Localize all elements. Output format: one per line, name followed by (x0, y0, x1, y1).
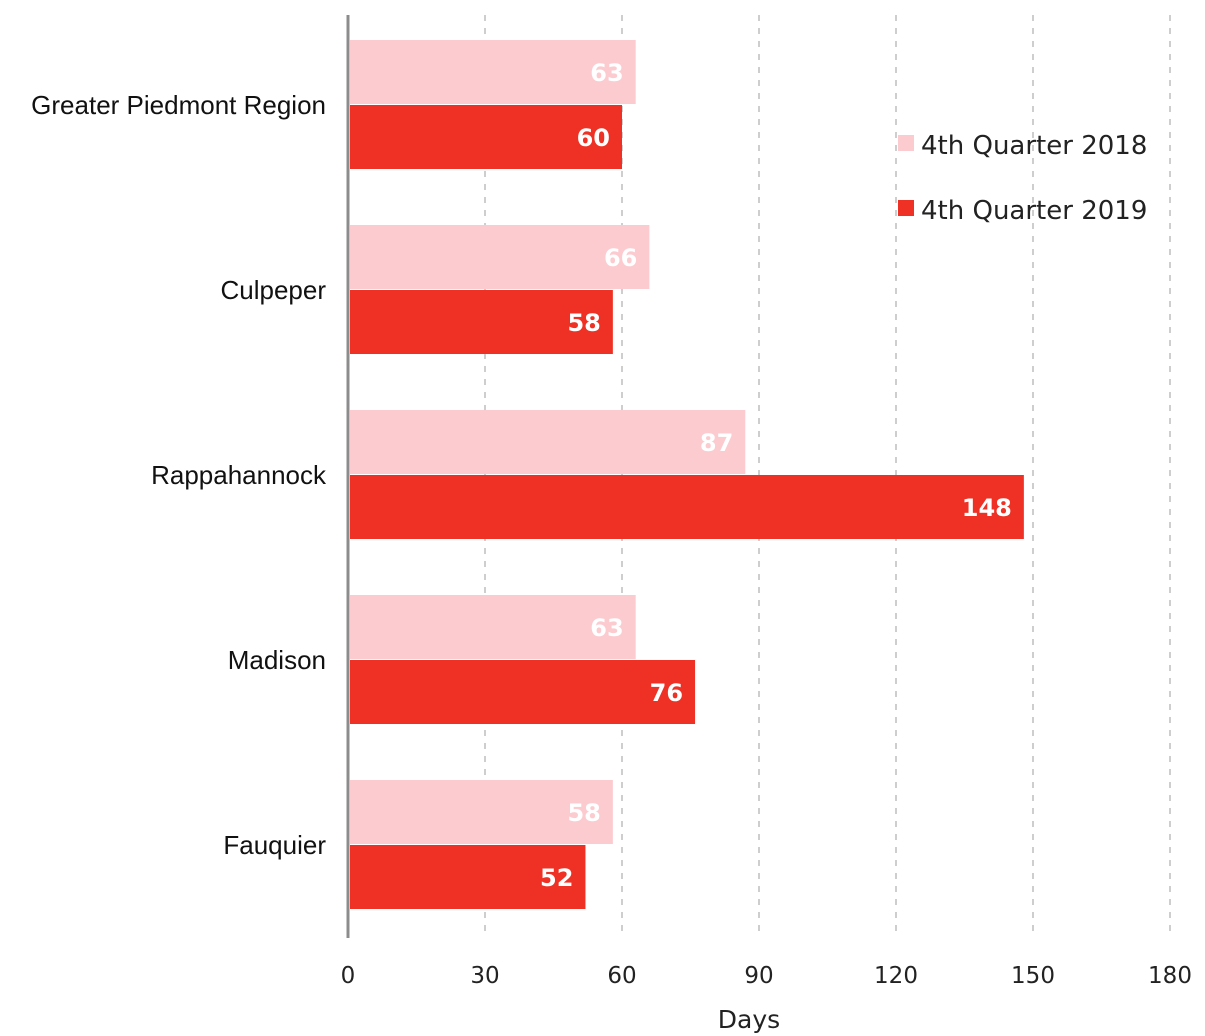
category-label: Rappahannock (151, 460, 327, 490)
bars: 63 60 66 58 87 148 63 76 58 52 (350, 40, 1024, 909)
bar-q4-2019 (350, 105, 622, 169)
category-labels: Greater Piedmont Region Culpeper Rappahann… (31, 90, 327, 860)
category-label: Madison (228, 645, 326, 675)
bar-q4-2019 (350, 475, 1024, 539)
bar-q4-2018 (350, 595, 636, 659)
bar-q4-2018 (350, 225, 650, 289)
x-tick-label: 150 (1011, 963, 1055, 989)
x-tick-label: 60 (607, 963, 636, 989)
bar-value-label: 63 (590, 59, 623, 87)
bar-value-label: 66 (604, 244, 637, 272)
bar-q4-2019 (350, 290, 613, 354)
bar-q4-2018 (350, 410, 746, 474)
x-tick-label: 120 (874, 963, 918, 989)
bar-value-label: 60 (577, 124, 610, 152)
bar-value-label: 87 (700, 429, 733, 457)
bar-value-label: 58 (567, 309, 600, 337)
bar-q4-2018 (350, 40, 636, 104)
category-label: Culpeper (220, 275, 326, 305)
category-label: Fauquier (223, 830, 326, 860)
bar-value-label: 76 (650, 679, 683, 707)
legend-swatch (898, 135, 914, 151)
bar-value-label: 148 (962, 494, 1012, 522)
x-tick-label: 90 (744, 963, 773, 989)
bar-value-label: 63 (590, 614, 623, 642)
legend-label: 4th Quarter 2019 (921, 196, 1147, 226)
bar-value-label: 58 (567, 799, 600, 827)
bar-q4-2018 (350, 780, 613, 844)
x-tick-labels: 0 30 60 90 120 150 180 (341, 963, 1192, 989)
bar-q4-2019 (350, 660, 696, 724)
x-tick-label: 30 (470, 963, 499, 989)
legend-swatch (898, 200, 914, 216)
legend: 4th Quarter 2018 4th Quarter 2019 (898, 131, 1147, 226)
x-axis-title: Days (718, 1005, 780, 1034)
x-tick-label: 180 (1148, 963, 1192, 989)
bar-value-label: 52 (540, 864, 573, 892)
x-tick-label: 0 (341, 963, 356, 989)
bar-q4-2019 (350, 845, 586, 909)
legend-label: 4th Quarter 2018 (921, 131, 1147, 161)
category-label: Greater Piedmont Region (31, 90, 326, 120)
